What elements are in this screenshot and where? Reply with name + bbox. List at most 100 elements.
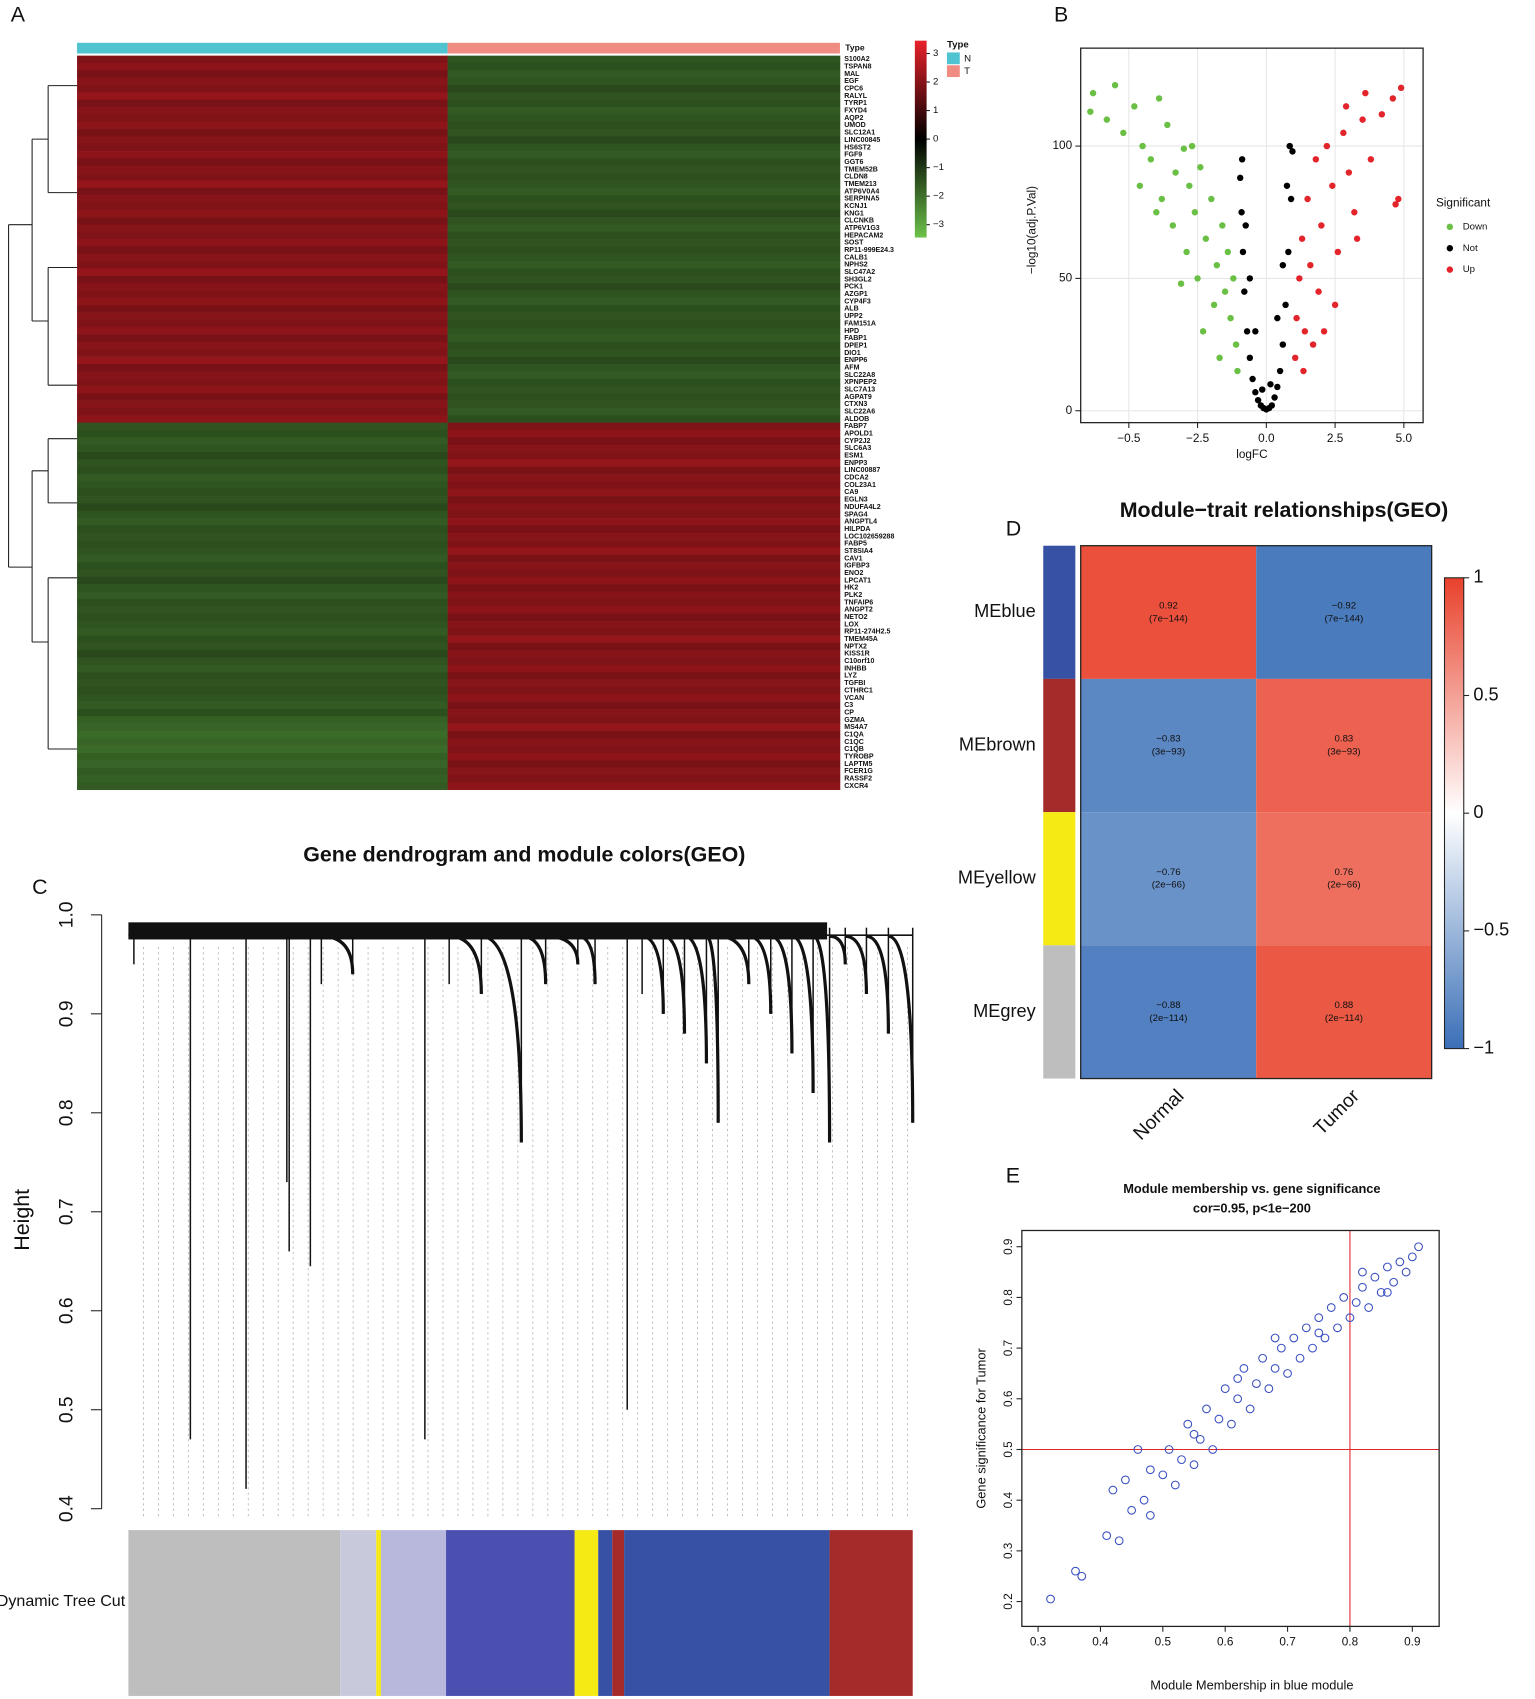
- heat-cell: [77, 664, 448, 673]
- gene-label: FCER1G: [844, 768, 873, 775]
- heat-cell: [77, 547, 448, 556]
- point: [1268, 402, 1276, 409]
- heat-cell: [77, 180, 448, 189]
- point: [1195, 1434, 1205, 1444]
- heat-cell: [1256, 945, 1432, 1079]
- point: [1359, 116, 1366, 123]
- gene-label: MAL: [844, 71, 860, 78]
- gene-label: SH3GL2: [844, 276, 871, 283]
- x-tick-label: 5.0: [1396, 432, 1413, 445]
- x-tick-label: 0.0: [1258, 432, 1275, 445]
- heat-cell: [77, 378, 448, 387]
- gene-label: MS4A7: [844, 724, 868, 731]
- point: [1102, 1531, 1112, 1541]
- gene-label: TYROBP: [844, 753, 874, 760]
- point: [1177, 1455, 1186, 1465]
- y-tick-label: 0.3: [1002, 1542, 1015, 1559]
- gene-label: ALB: [844, 306, 858, 313]
- heat-cell: [1256, 812, 1432, 946]
- heat-cell: [77, 708, 448, 717]
- heat-cell: [447, 165, 841, 174]
- gene-label: TGFBI: [844, 680, 865, 687]
- colorbar: [914, 40, 927, 238]
- heat-cell: [77, 576, 448, 585]
- point: [1252, 328, 1259, 335]
- gene-label: RP11-274H2.5: [844, 629, 890, 636]
- colorbar-label: −0.5: [1473, 920, 1509, 940]
- heat-cell: [447, 180, 841, 189]
- cell-value: −0.76: [1156, 867, 1180, 878]
- point: [1314, 1313, 1324, 1323]
- heat-cell: [447, 209, 841, 218]
- heat-cell: [77, 554, 448, 563]
- gene-label: CYP4F3: [844, 298, 871, 305]
- point: [1397, 84, 1405, 92]
- heat-cell: [447, 422, 841, 431]
- heat-cell: [77, 518, 448, 526]
- point: [1197, 164, 1204, 171]
- heat-cell: [77, 371, 448, 379]
- heat-cell: [77, 290, 448, 299]
- point: [1323, 142, 1331, 150]
- heat-cell: [447, 444, 841, 453]
- heat-cell: [447, 782, 841, 790]
- heat-cell: [77, 429, 448, 438]
- gene-label: CLDN8: [844, 174, 868, 181]
- point: [1210, 301, 1218, 309]
- heat-cell: [447, 540, 841, 548]
- heat-cell: [447, 613, 841, 622]
- chart-subtitle: cor=0.95, p<1e−200: [1193, 1200, 1311, 1215]
- point: [1227, 1419, 1236, 1429]
- branch-fan: [321, 934, 915, 1143]
- panel-label: C: [32, 875, 47, 899]
- point: [1158, 195, 1166, 203]
- heat-cell: [447, 158, 841, 167]
- point: [1252, 389, 1259, 396]
- point: [1183, 248, 1190, 256]
- module-color: [1043, 945, 1076, 1079]
- gene-label: NPHS2: [844, 262, 868, 269]
- legend-swatch: [946, 52, 960, 65]
- x-axis-label: Module Membership in blue module: [1150, 1678, 1353, 1693]
- y-axis-label: Height: [10, 1189, 34, 1251]
- heat-cell: [447, 628, 841, 636]
- gene-label: NPTX2: [844, 643, 867, 650]
- point: [1208, 1445, 1218, 1454]
- row-label: MEyellow: [958, 868, 1037, 888]
- gene-label: SPAG4: [844, 511, 867, 518]
- heat-cell: [447, 488, 841, 497]
- cell-value: 0.76: [1335, 867, 1354, 878]
- heat-cell: [447, 510, 841, 519]
- legend-title: Significant: [1436, 196, 1491, 209]
- heat-cell: [77, 738, 448, 746]
- y-tick-label: 0.4: [1002, 1492, 1015, 1509]
- x-tick-label: 0.6: [1217, 1636, 1234, 1649]
- x-tick-label: 0.7: [1279, 1636, 1295, 1649]
- x-tick-label: 0.8: [1342, 1636, 1359, 1649]
- point: [1407, 1252, 1417, 1262]
- type-strip: [77, 42, 448, 54]
- gene-label: SLC47A2: [844, 269, 875, 276]
- heat-cell: [77, 716, 448, 724]
- row-dendrogram: [8, 85, 78, 750]
- heat-cell: [77, 341, 448, 350]
- heat-cell: [77, 55, 448, 64]
- heat-cell: [77, 349, 448, 357]
- heat-cell: [447, 752, 841, 761]
- gene-label: FGF9: [844, 152, 862, 159]
- heat-cell: [77, 297, 448, 306]
- point: [1183, 1419, 1193, 1429]
- heat-cell: [447, 429, 841, 438]
- heat-cell: [447, 224, 841, 233]
- point: [1287, 195, 1295, 203]
- heat-cell: [447, 584, 841, 592]
- heat-cell: [447, 77, 841, 86]
- point: [1382, 1262, 1392, 1272]
- gene-label: IGFBP3: [844, 563, 870, 570]
- heat-cell: [447, 723, 841, 732]
- heat-cell: [447, 385, 841, 394]
- point: [1172, 169, 1179, 176]
- heat-cell: [447, 576, 841, 585]
- point: [1300, 367, 1307, 375]
- heat-cell: [447, 92, 841, 101]
